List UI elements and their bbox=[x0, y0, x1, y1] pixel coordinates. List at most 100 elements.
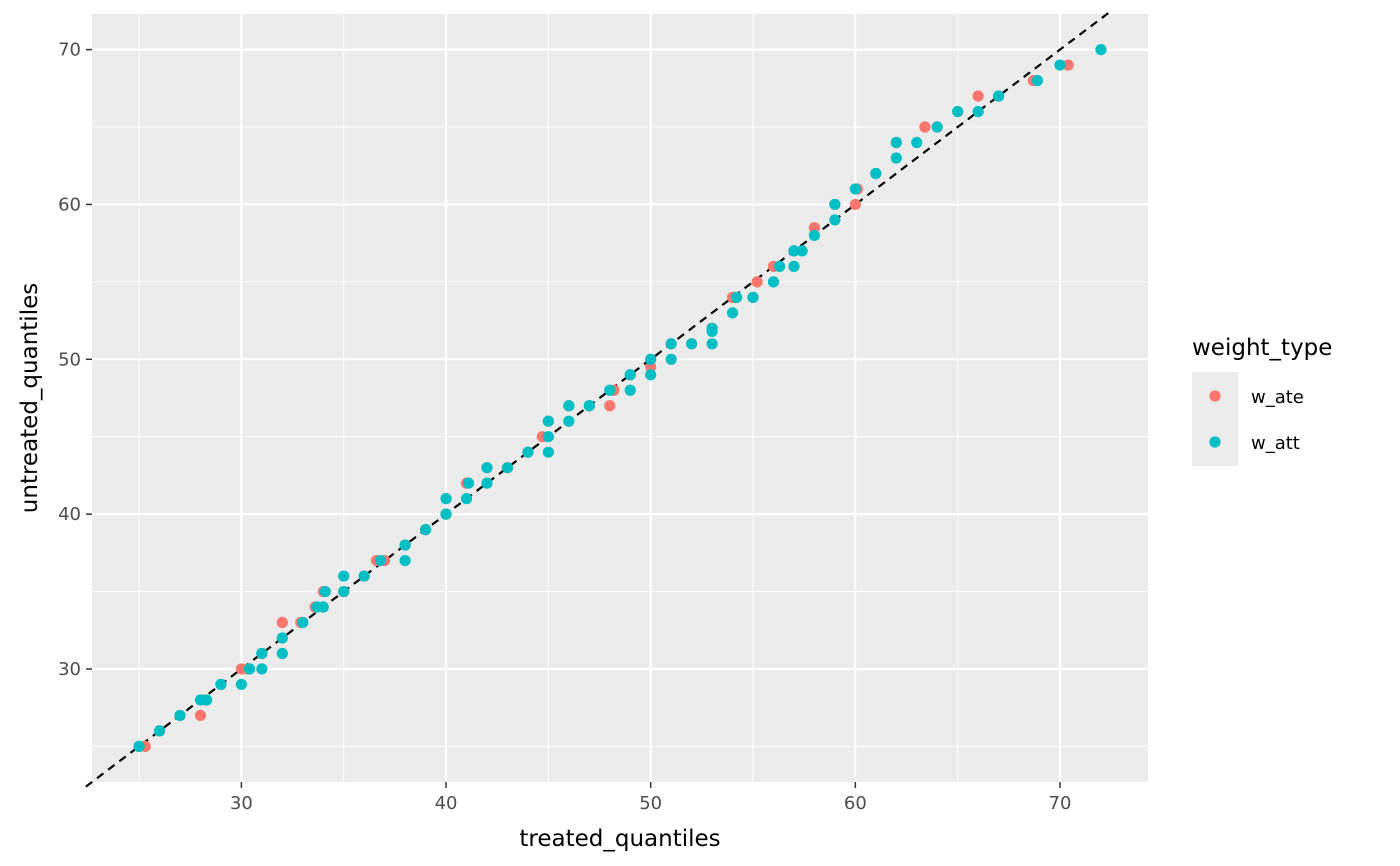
data-point-w_att bbox=[1054, 59, 1066, 71]
data-point-w_att bbox=[1095, 44, 1107, 56]
data-point-w_ate bbox=[919, 121, 931, 133]
x-axis-title: treated_quantiles bbox=[519, 826, 720, 852]
data-point-w_att bbox=[731, 291, 743, 303]
data-point-w_att bbox=[665, 338, 677, 350]
data-point-w_ate bbox=[1062, 59, 1074, 71]
x-tick-label: 60 bbox=[844, 793, 867, 814]
major-gridlines bbox=[92, 14, 1148, 782]
y-tick-label: 30 bbox=[58, 659, 81, 680]
data-point-w_att bbox=[522, 446, 534, 458]
data-point-w_att bbox=[706, 338, 718, 350]
data-point-w_att bbox=[870, 167, 882, 180]
data-point-w_att bbox=[829, 214, 841, 226]
data-point-w_att bbox=[399, 554, 411, 567]
panel-background bbox=[92, 14, 1148, 782]
data-point-w_att bbox=[243, 663, 256, 675]
data-point-w_att bbox=[952, 105, 964, 118]
data-point-w_att bbox=[235, 678, 247, 691]
data-point-w_att bbox=[849, 183, 861, 195]
y-tick-label: 50 bbox=[58, 349, 81, 370]
data-point-w_att bbox=[501, 462, 514, 474]
minor-gridlines bbox=[92, 14, 1148, 782]
data-point-w_att bbox=[256, 663, 268, 675]
data-point-w_att bbox=[774, 260, 786, 272]
data-point-w_att bbox=[972, 105, 984, 118]
data-point-w_att bbox=[276, 647, 288, 660]
y-axis-title: untreated_quantiles bbox=[17, 283, 43, 513]
data-point-w_att bbox=[481, 477, 493, 489]
data-point-w_att bbox=[583, 400, 595, 412]
legend-label-w_att: w_att bbox=[1251, 433, 1300, 454]
data-point-w_ate bbox=[604, 400, 616, 412]
data-point-w_att bbox=[911, 136, 923, 149]
data-point-w_att bbox=[931, 121, 943, 133]
x-tick-label: 30 bbox=[230, 793, 253, 814]
data-point-w_att bbox=[604, 384, 616, 396]
data-point-w_ate bbox=[194, 709, 207, 722]
data-point-w_att bbox=[796, 245, 808, 257]
data-point-w_att bbox=[462, 477, 475, 489]
legend-key-w_ate bbox=[1209, 390, 1221, 402]
data-point-w_att bbox=[419, 524, 432, 536]
data-point-w_att bbox=[374, 554, 387, 567]
data-point-w_att bbox=[338, 585, 350, 598]
data-point-w_att bbox=[767, 276, 780, 288]
reference-line-y-equals-x bbox=[85, 10, 1112, 788]
data-point-w_att bbox=[726, 307, 739, 319]
data-point-w_att bbox=[256, 647, 268, 660]
data-point-w_att bbox=[215, 678, 227, 691]
data-point-w_att bbox=[1031, 74, 1044, 87]
data-point-w_att bbox=[542, 431, 554, 443]
data-point-w_ate bbox=[972, 90, 984, 102]
y-axis: 30 40 50 60 70 bbox=[58, 40, 92, 680]
data-point-w_att bbox=[829, 198, 841, 211]
data-point-w_att bbox=[542, 446, 554, 458]
data-point-w_ate bbox=[276, 616, 288, 629]
data-point-w_att bbox=[563, 400, 575, 412]
x-axis: 30 40 50 60 70 bbox=[230, 782, 1072, 814]
data-point-w_att bbox=[665, 353, 677, 365]
data-point-w_att bbox=[747, 291, 759, 303]
y-tick-label: 40 bbox=[58, 504, 81, 525]
data-point-w_att bbox=[153, 725, 166, 737]
x-tick-label: 50 bbox=[639, 793, 662, 814]
data-point-w_att bbox=[174, 709, 186, 722]
x-tick-label: 70 bbox=[1049, 793, 1072, 814]
data-point-w_att bbox=[201, 694, 213, 706]
legend-label-w_ate: w_ate bbox=[1251, 387, 1304, 408]
data-point-w_att bbox=[440, 493, 452, 505]
data-point-w_att bbox=[399, 539, 411, 551]
x-tick-label: 40 bbox=[435, 793, 458, 814]
data-point-w_att bbox=[993, 90, 1005, 102]
legend: weight_type w_ate w_att bbox=[1192, 335, 1332, 466]
data-point-w_ate bbox=[849, 198, 861, 211]
data-point-w_att bbox=[297, 616, 309, 629]
data-point-w_att bbox=[358, 570, 370, 582]
data-point-w_att bbox=[133, 740, 145, 752]
data-point-w_ate bbox=[645, 361, 657, 373]
data-point-w_att bbox=[686, 338, 698, 350]
data-point-w_att bbox=[563, 415, 575, 427]
legend-key-bg bbox=[1192, 372, 1238, 466]
data-point-w_att bbox=[440, 508, 452, 520]
data-point-w_att bbox=[890, 152, 902, 164]
data-point-w_att bbox=[338, 570, 350, 582]
data-point-w_att bbox=[808, 229, 821, 242]
legend-key-w_att bbox=[1209, 436, 1221, 448]
data-point-w_att bbox=[706, 322, 718, 334]
data-point-w_att bbox=[319, 585, 331, 598]
data-point-w_att bbox=[645, 353, 657, 365]
data-point-w_ate bbox=[751, 276, 763, 288]
y-tick-label: 60 bbox=[58, 194, 81, 215]
series-w_att bbox=[133, 44, 1107, 752]
data-point-w_att bbox=[624, 384, 636, 396]
data-point-w_att bbox=[624, 369, 636, 381]
data-point-w_att bbox=[788, 260, 800, 272]
data-point-w_att bbox=[460, 493, 473, 505]
data-point-w_att bbox=[788, 245, 800, 257]
y-tick-label: 70 bbox=[58, 40, 81, 61]
data-point-w_att bbox=[276, 632, 288, 644]
legend-title: weight_type bbox=[1192, 335, 1332, 361]
data-point-w_ate bbox=[808, 222, 821, 234]
